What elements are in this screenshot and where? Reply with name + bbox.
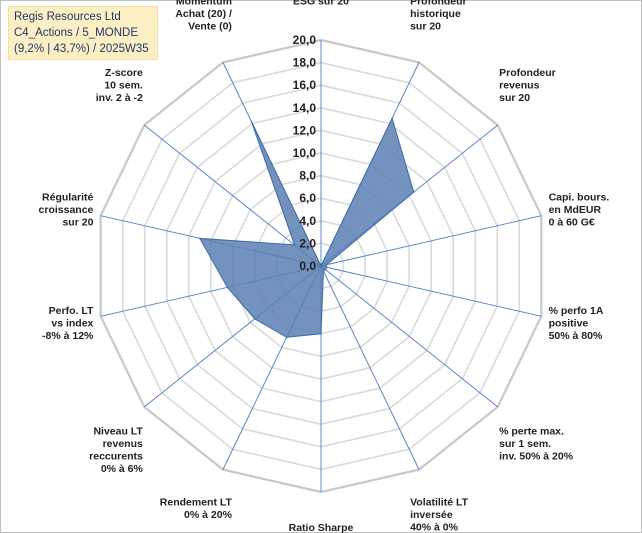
category-label-line: 0% à 20% xyxy=(184,509,233,521)
series-point xyxy=(391,117,393,120)
category-label-line: Capi. bours. xyxy=(549,191,610,203)
category-label-line: 10 sem. xyxy=(104,79,143,91)
tick-label: 16,0 xyxy=(293,78,317,92)
category-label-line: vs index xyxy=(51,318,93,330)
category-label-line: sur 20 xyxy=(62,216,93,228)
series-point xyxy=(324,268,327,271)
tick-label: 20,0 xyxy=(293,33,317,47)
series-point xyxy=(199,237,201,240)
series-point xyxy=(250,120,253,123)
category-label-line: Profondeur xyxy=(410,0,467,8)
category-label-line: 0 à 60 G€ xyxy=(549,216,595,228)
category-label: Profondeur revenus sur 20 xyxy=(499,67,556,104)
tick-label: 10,0 xyxy=(293,146,317,160)
category-label: Rendement LT 0% à 20% xyxy=(160,496,233,521)
category-label-line: sur 1 sem. xyxy=(499,438,551,450)
series-point xyxy=(325,266,328,269)
tick-label: 4,0 xyxy=(299,214,316,228)
category-label-line: Volatilité LT xyxy=(410,496,469,508)
category-label-line: -8% à 12% xyxy=(42,330,94,342)
category-label-line: % perfo 1A xyxy=(549,305,604,317)
category-label-line: Profondeur xyxy=(499,67,556,79)
tick-label: 2,0 xyxy=(299,236,316,250)
category-label-line: inv. 50% à 20% xyxy=(499,450,574,462)
radar-series xyxy=(198,116,415,339)
category-label-line: historique xyxy=(410,8,461,20)
category-label-line: Achat (20) / xyxy=(175,8,232,20)
category-label-line: Z-score xyxy=(105,67,143,79)
series-point xyxy=(285,336,288,339)
axis-spoke xyxy=(320,215,542,267)
tick-label: 12,0 xyxy=(293,123,317,137)
axis-spoke xyxy=(320,265,498,408)
category-label-line: inv. 2 à -2 xyxy=(96,92,143,104)
series-point xyxy=(293,244,296,246)
category-label: Capi. bours. en MdEUR 0 à 60 G€ xyxy=(549,191,610,228)
category-label-line: 50% à 80% xyxy=(549,330,603,342)
tick-label: 0,0 xyxy=(299,259,316,273)
tick-label: 8,0 xyxy=(299,169,316,183)
category-label: Profondeur historique sur 20 xyxy=(410,0,467,33)
series-point xyxy=(320,333,322,335)
category-label-line: en MdEUR xyxy=(549,204,602,216)
category-label-line: sur 20 xyxy=(410,21,441,33)
category-label-line: Perfo. LT xyxy=(49,305,94,317)
category-label-line: Vente (0) xyxy=(188,21,232,33)
category-label: Volatilité LT inversée 40% à 0% xyxy=(410,496,469,533)
category-label: % perte max. sur 1 sem. inv. 50% à 20% xyxy=(499,425,574,462)
category-label-line: Momentum xyxy=(176,0,232,8)
category-label-line: positive xyxy=(549,318,589,330)
category-label: % perfo 1A positive 50% à 80% xyxy=(549,305,604,342)
series-point xyxy=(322,270,325,272)
tick-label: 14,0 xyxy=(293,101,317,115)
series-point xyxy=(325,263,328,266)
category-label-line: Niveau LT xyxy=(93,425,143,437)
title-universe: C4_Actions / 5_MONDE xyxy=(14,27,138,39)
category-label-line: Rendement LT xyxy=(160,496,233,508)
series-point xyxy=(226,286,229,289)
category-label-line: % perte max. xyxy=(499,425,564,437)
series-point xyxy=(253,318,256,320)
category-label-line: Régularité xyxy=(42,191,94,203)
category-label-line: revenus xyxy=(499,79,539,91)
category-label: Ratio Sharpe0 à 1 xyxy=(289,522,354,533)
title-stats: (9,2% | 43,7%) / 2025W35 xyxy=(14,43,149,55)
radial-tick-labels: 0,0 2,0 4,0 6,0 8,0 10,0 12,0 14,0 16,0 18,0 20,0 xyxy=(293,33,317,273)
category-label: Momentum Achat (20) / Vente (0) xyxy=(175,0,232,33)
chart-title-box: Regis Resources Ltd C4_Actions / 5_MONDE… xyxy=(8,6,158,60)
category-label-line: Ratio Sharpe xyxy=(289,522,354,533)
category-label-line: reccurents xyxy=(89,450,143,462)
category-label-line: ESG sur 20 xyxy=(293,0,349,7)
category-label-line: croissance xyxy=(39,204,94,216)
category-label: Niveau LT revenus reccurents 0% à 6% xyxy=(89,425,143,475)
category-label: Perfo. LT vs index -8% à 12% xyxy=(42,305,94,342)
category-label: Z-score 10 sem. inv. 2 à -2 xyxy=(96,67,143,104)
tick-label: 6,0 xyxy=(299,191,316,205)
category-label-line: sur 20 xyxy=(499,92,530,104)
category-label: Régularité croissance sur 20 xyxy=(39,191,94,228)
axis-spoke xyxy=(320,265,420,470)
category-label-line: revenus xyxy=(103,438,143,450)
series-point xyxy=(412,191,415,193)
axis-spoke xyxy=(320,265,542,317)
category-label-line: inversée xyxy=(410,509,453,521)
axis-spoke xyxy=(144,124,322,267)
category-label: NoteESG sur 20 xyxy=(293,0,349,7)
title-company: Regis Resources Ltd xyxy=(14,11,121,23)
series-point xyxy=(320,265,322,267)
category-label-line: 40% à 0% xyxy=(410,521,459,533)
tick-label: 18,0 xyxy=(293,56,317,70)
category-label-line: 0% à 6% xyxy=(101,463,144,475)
